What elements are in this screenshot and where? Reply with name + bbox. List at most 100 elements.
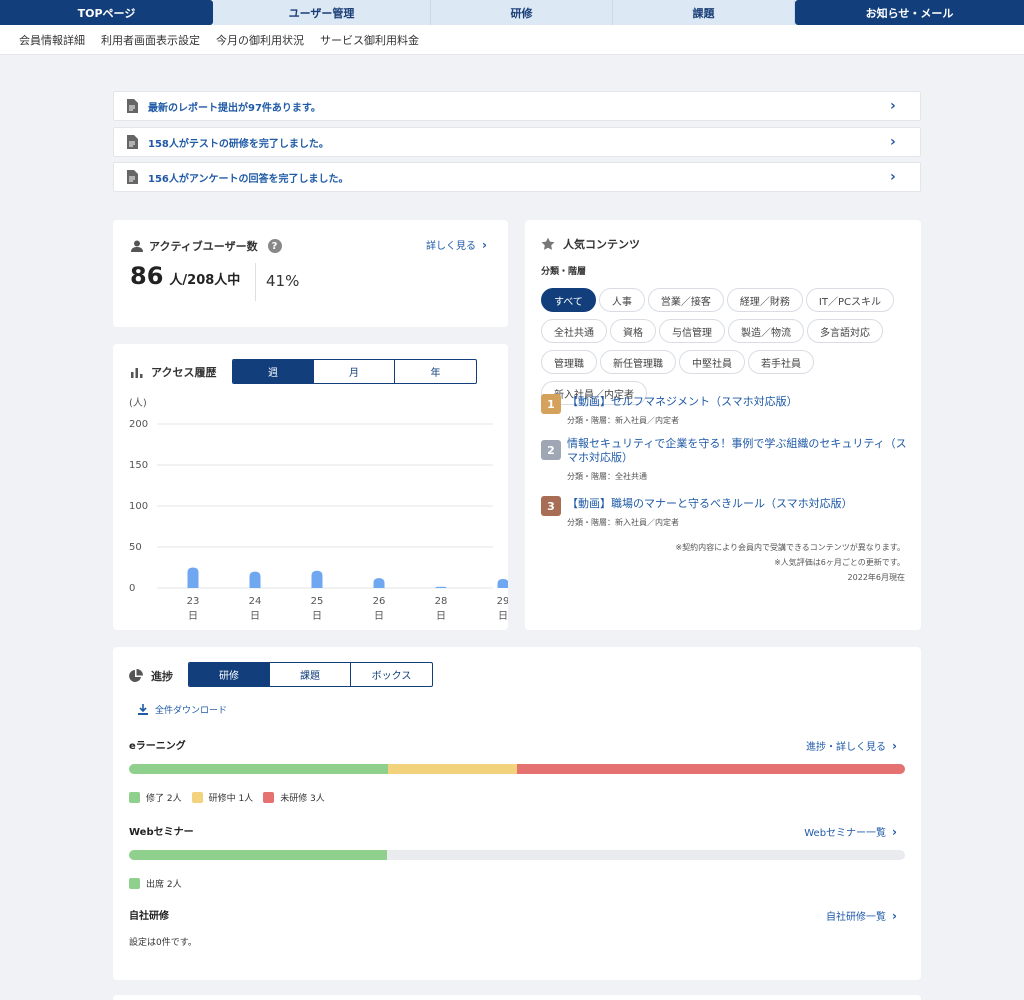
subnav-service-fees[interactable]: サービス御利用料金	[320, 33, 419, 47]
notice-item[interactable]: 最新のレポート提出が97件あります。 ›	[113, 91, 921, 121]
download-all-label: 全件ダウンロード	[155, 706, 228, 716]
active-users-detail-link[interactable]: 詳しく見る ›	[426, 237, 487, 253]
y-tick-label: 200	[129, 419, 148, 430]
category-tag[interactable]: 営業／接客	[647, 288, 724, 312]
category-tag[interactable]: 与信管理	[659, 319, 725, 343]
download-all-link[interactable]: 全件ダウンロード	[138, 703, 227, 716]
legend-swatch	[129, 878, 140, 889]
divider	[255, 263, 256, 301]
category-tag[interactable]: 資格	[610, 319, 656, 343]
category-tag[interactable]: 人事	[598, 288, 645, 312]
access-history-title: アクセス履歴	[151, 366, 217, 379]
chevron-right-icon: ›	[890, 98, 896, 114]
star-icon	[541, 237, 555, 250]
sub-nav: 会員情報詳細 利用者画面表示設定 今月の御利用状況 サービス御利用料金	[0, 25, 1024, 55]
ranking-title[interactable]: 情報セキュリティで企業を守る！事例で学ぶ組織のセキュリティ（スマホ対応版）	[567, 437, 907, 464]
active-users-percent: 41%	[266, 272, 300, 290]
category-tag[interactable]: 管理職	[541, 350, 597, 374]
tab-training[interactable]: 研修	[431, 0, 613, 25]
access-history-chart: (人) 0 50 100 150 200 23 日 24 日 25 日 26 日 28 日 29 日	[129, 397, 508, 622]
tab-top[interactable]: TOPページ	[0, 0, 213, 25]
x-tick-label: 日	[250, 611, 260, 622]
x-tick-label: 28	[435, 596, 448, 607]
ranking-meta: 分類・階層：全社共通	[567, 472, 647, 481]
ranking-title[interactable]: 【動画】職場のマナーと守るべきルール（スマホ対応版）	[567, 497, 853, 510]
top-nav: TOPページ ユーザー管理 研修 課題 お知らせ・メール	[0, 0, 1024, 25]
category-tag[interactable]: 多言語対応	[807, 319, 883, 343]
category-tag[interactable]: 若手社員	[748, 350, 814, 374]
webinar-list-link[interactable]: Webセミナー一覧 ›	[804, 824, 897, 840]
tab-assignments[interactable]: 課題	[613, 0, 795, 25]
inhouse-list-link[interactable]: 自社研修一覧 ›	[826, 908, 897, 924]
category-tag[interactable]: すべて	[541, 288, 596, 312]
notice-item[interactable]: 158人がテストの研修を完了しました。 ›	[113, 127, 921, 157]
legend-label: 出席 2人	[146, 880, 182, 890]
tab-user-management[interactable]: ユーザー管理	[213, 0, 431, 25]
tag-row: すべて 人事 営業／接客 経理／財務 IT／PCスキル	[541, 288, 911, 319]
popular-notes: ※契約内容により会員内で受講できるコンテンツが異なります。 ※人気評価は6ヶ月ご…	[675, 540, 905, 585]
category-tag[interactable]: 新任管理職	[600, 350, 676, 374]
period-week-button[interactable]: 週	[233, 360, 314, 383]
progress-title: 進捗	[151, 670, 173, 683]
ranking-item[interactable]: 2 情報セキュリティで企業を守る！事例で学ぶ組織のセキュリティ（スマホ対応版） …	[541, 437, 909, 482]
x-tick-label: 日	[312, 611, 322, 622]
bar	[187, 567, 199, 588]
y-tick-label: 0	[129, 583, 135, 594]
progress-title-row: 進捗	[129, 668, 173, 684]
popular-title: 人気コンテンツ	[563, 238, 640, 251]
category-tag[interactable]: IT／PCスキル	[805, 288, 894, 312]
x-tick-label: 日	[374, 611, 384, 622]
ranking-title[interactable]: 【動画】セルフマネジメント（スマホ対応版）	[567, 395, 798, 408]
subnav-monthly-usage[interactable]: 今月の御利用状況	[216, 33, 304, 47]
inhouse-empty-text: 設定は0件です。	[129, 938, 197, 948]
progress-tab-selector: 研修 課題 ボックス	[188, 662, 433, 687]
bar	[249, 571, 261, 588]
notice-text: 156人がアンケートの回答を完了しました。	[148, 173, 349, 185]
elearning-detail-link[interactable]: 進捗・詳しく見る ›	[806, 738, 897, 754]
y-tick-label: 100	[129, 501, 148, 512]
chevron-right-icon: ›	[892, 908, 897, 923]
webinar-link-label: Webセミナー一覧	[804, 828, 887, 839]
period-month-button[interactable]: 月	[314, 360, 395, 383]
document-icon	[127, 135, 138, 149]
y-tick-label: 50	[129, 542, 142, 553]
period-selector: 週 月 年	[232, 359, 477, 384]
active-users-unit: 人/208人中	[169, 273, 241, 288]
chevron-right-icon: ›	[892, 824, 897, 839]
ranking-item[interactable]: 1 【動画】セルフマネジメント（スマホ対応版） 分類・階層：新入社員／内定者	[541, 394, 901, 426]
access-history-title-row: アクセス履歴	[131, 364, 216, 380]
download-icon	[138, 704, 148, 715]
category-tag[interactable]: 製造／物流	[728, 319, 804, 343]
legend-swatch	[191, 792, 203, 803]
y-tick-label: 150	[129, 460, 148, 471]
next-card	[113, 995, 921, 1000]
x-tick-label: 26	[373, 596, 386, 607]
legend-item: 修了 2人	[129, 791, 182, 804]
notice-item[interactable]: 156人がアンケートの回答を完了しました。 ›	[113, 162, 921, 192]
x-tick-label: 日	[498, 611, 508, 622]
subnav-display-settings[interactable]: 利用者画面表示設定	[101, 33, 200, 47]
rank-badge: 2	[541, 440, 561, 460]
legend-label: 研修中 1人	[208, 794, 254, 804]
category-tag[interactable]: 全社共通	[541, 319, 607, 343]
category-tag[interactable]: 中堅社員	[679, 350, 745, 374]
ranking-meta: 分類・階層：新入社員／内定者	[567, 416, 679, 425]
subnav-member-info[interactable]: 会員情報詳細	[19, 33, 85, 47]
webinar-legend: 出席 2人	[129, 877, 192, 890]
webinar-progress-bar	[129, 850, 905, 860]
progress-tab-assignments[interactable]: 課題	[270, 663, 351, 686]
filter-label: 分類・階層	[541, 267, 587, 277]
ranking-item[interactable]: 3 【動画】職場のマナーと守るべきルール（スマホ対応版） 分類・階層：新入社員／…	[541, 496, 901, 528]
elearning-link-label: 進捗・詳しく見る	[806, 742, 887, 753]
active-users-count: 86	[130, 262, 164, 290]
progress-tab-box[interactable]: ボックス	[371, 671, 412, 682]
period-year-button[interactable]: 年	[430, 368, 441, 379]
chevron-right-icon: ›	[890, 169, 896, 185]
tab-notices-mail[interactable]: お知らせ・メール	[795, 0, 1024, 25]
active-users-title: アクティブユーザー数	[149, 240, 258, 253]
legend-swatch	[129, 792, 140, 803]
elearning-legend: 修了 2人 研修中 1人 未研修 3人	[129, 791, 335, 804]
category-tag[interactable]: 経理／財務	[726, 288, 803, 312]
progress-tab-training[interactable]: 研修	[189, 663, 270, 686]
help-icon[interactable]: ?	[267, 239, 282, 253]
